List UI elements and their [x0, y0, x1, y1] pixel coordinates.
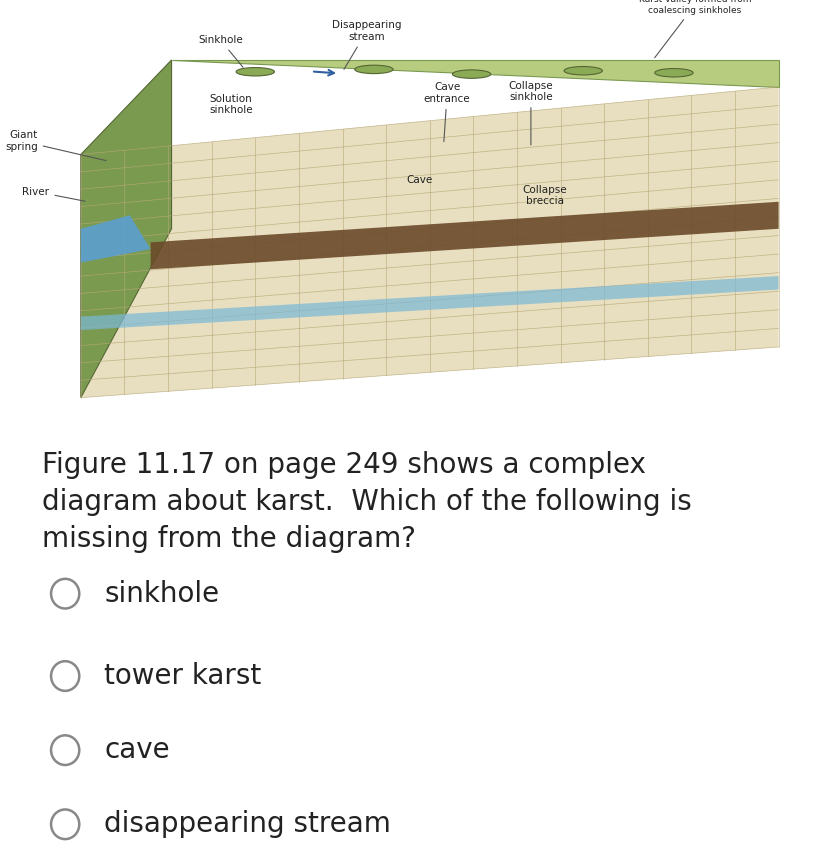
Ellipse shape [354, 66, 393, 73]
Circle shape [51, 579, 79, 608]
Text: disappearing stream: disappearing stream [104, 810, 391, 838]
Text: Giant
spring: Giant spring [5, 130, 106, 161]
Polygon shape [81, 60, 171, 398]
Ellipse shape [236, 67, 274, 76]
Text: River: River [22, 186, 85, 201]
Text: Collapse
sinkhole: Collapse sinkhole [508, 80, 552, 145]
Circle shape [51, 735, 79, 765]
Text: Karst valley formed from
coalescing sinkholes: Karst valley formed from coalescing sink… [638, 0, 750, 58]
Text: Solution
sinkhole: Solution sinkhole [208, 94, 252, 116]
Ellipse shape [452, 70, 490, 79]
Ellipse shape [654, 68, 692, 77]
Ellipse shape [563, 66, 602, 75]
Text: Figure 11.17 on page 249 shows a complex
diagram about karst.  Which of the foll: Figure 11.17 on page 249 shows a complex… [41, 451, 691, 553]
Text: Collapse
breccia: Collapse breccia [522, 185, 566, 206]
Circle shape [51, 809, 79, 839]
Polygon shape [171, 60, 777, 87]
Polygon shape [151, 202, 777, 269]
Circle shape [51, 661, 79, 691]
Text: Disappearing
stream: Disappearing stream [332, 20, 401, 69]
Text: Cave: Cave [406, 174, 432, 185]
Polygon shape [81, 215, 151, 262]
Text: Sinkhole: Sinkhole [198, 35, 243, 67]
Text: Cave
entrance: Cave entrance [423, 82, 470, 142]
Text: tower karst: tower karst [104, 662, 261, 690]
Text: sinkhole: sinkhole [104, 580, 219, 608]
Polygon shape [81, 276, 777, 330]
Polygon shape [81, 87, 777, 398]
Text: cave: cave [104, 736, 170, 764]
